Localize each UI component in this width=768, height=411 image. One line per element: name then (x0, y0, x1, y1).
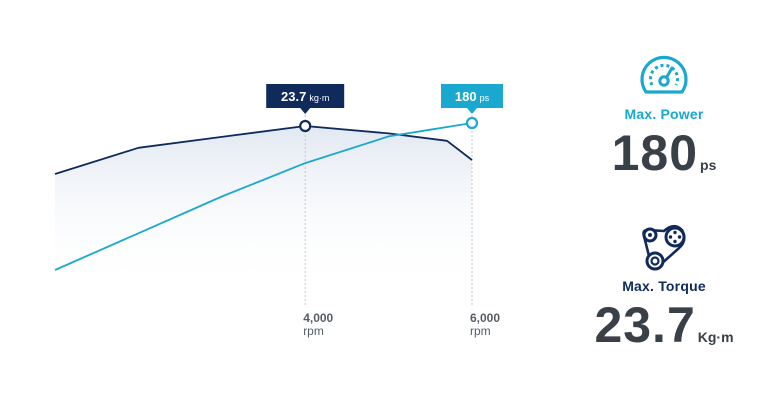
power-callout-text: 180 ps (455, 89, 490, 104)
x-tick-unit-0: rpm (303, 324, 324, 338)
speedometer-icon (640, 55, 688, 94)
x-tick-unit-1: rpm (470, 324, 491, 338)
max-power-unit: ps (700, 157, 717, 173)
torque-area (55, 126, 472, 290)
max-torque-value: 23.7 (594, 297, 696, 353)
max-power-label: Max. Power (624, 106, 704, 122)
torque-callout-text: 23.7 kg·m (281, 89, 329, 104)
x-tick-value-0: 4,000 (303, 311, 333, 325)
max-power-value: 180 (611, 125, 699, 181)
torque-callout-box (266, 84, 345, 114)
max-torque-spec: Max. Torque 23.7 Kg·m (560, 222, 768, 354)
power-callout-unit: ps (480, 93, 490, 103)
belt-pulley-icon (642, 224, 686, 271)
x-tick-value-1: 6,000 (470, 311, 500, 325)
torque-callout-value: 23.7 (281, 89, 306, 104)
series-line-power (54, 122, 473, 271)
max-torque-label: Max. Torque (622, 278, 706, 294)
series-points (299, 116, 479, 133)
torque-callout-unit: kg·m (309, 93, 329, 103)
max-power-spec: Max. Power 180 ps (560, 50, 768, 182)
torque-peak-point (299, 119, 312, 133)
power-callout-value: 180 (455, 89, 477, 104)
torque-area-fill (55, 126, 472, 290)
power-callout: 180 ps (441, 84, 503, 114)
callouts: 23.7 kg·m 180 ps (266, 84, 503, 114)
power-callout-box (441, 84, 503, 114)
max-torque-unit: Kg·m (697, 329, 734, 345)
x-gridlines (304, 95, 473, 306)
power-peak-point (465, 116, 479, 130)
torque-callout: 23.7 kg·m (266, 84, 345, 114)
